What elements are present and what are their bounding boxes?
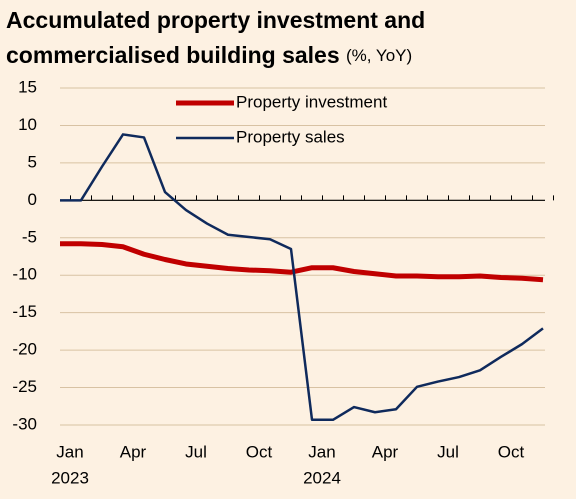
y-tick-label: -15	[12, 302, 37, 321]
y-tick-label: -25	[12, 377, 37, 396]
chart-title: commercialised building sales	[6, 42, 340, 68]
y-tick-label: 0	[28, 190, 37, 209]
series-line	[60, 133, 544, 422]
chart-title: commercialised building sales (%, YoY)	[6, 42, 412, 68]
legend-label: Property sales	[236, 127, 345, 146]
x-tick-label: Jul	[185, 442, 207, 461]
y-tick-label: 10	[18, 115, 37, 134]
y-tick-label: 15	[18, 77, 37, 96]
y-tick-label: -5	[22, 227, 37, 246]
chart-title: Accumulated property investment and	[6, 7, 425, 33]
x-tick-label: Apr	[372, 442, 399, 461]
x-tick-label: Oct	[498, 442, 525, 461]
y-tick-label: 5	[28, 152, 37, 171]
x-tick-label: Oct	[246, 442, 273, 461]
x-tick-label: Jul	[437, 442, 459, 461]
x-year-label: 2023	[51, 468, 89, 487]
x-tick-label: Jan	[308, 442, 335, 461]
x-tick-label: Jan	[56, 442, 83, 461]
x-year-label: 2024	[303, 468, 341, 487]
x-tick-label: Apr	[120, 442, 147, 461]
y-tick-label: -20	[12, 340, 37, 359]
series-line	[60, 241, 544, 283]
chart-subtitle: (%, YoY)	[346, 46, 412, 65]
legend-label: Property investment	[236, 92, 387, 111]
y-tick-label: -30	[12, 414, 37, 433]
y-tick-label: -10	[12, 265, 37, 284]
